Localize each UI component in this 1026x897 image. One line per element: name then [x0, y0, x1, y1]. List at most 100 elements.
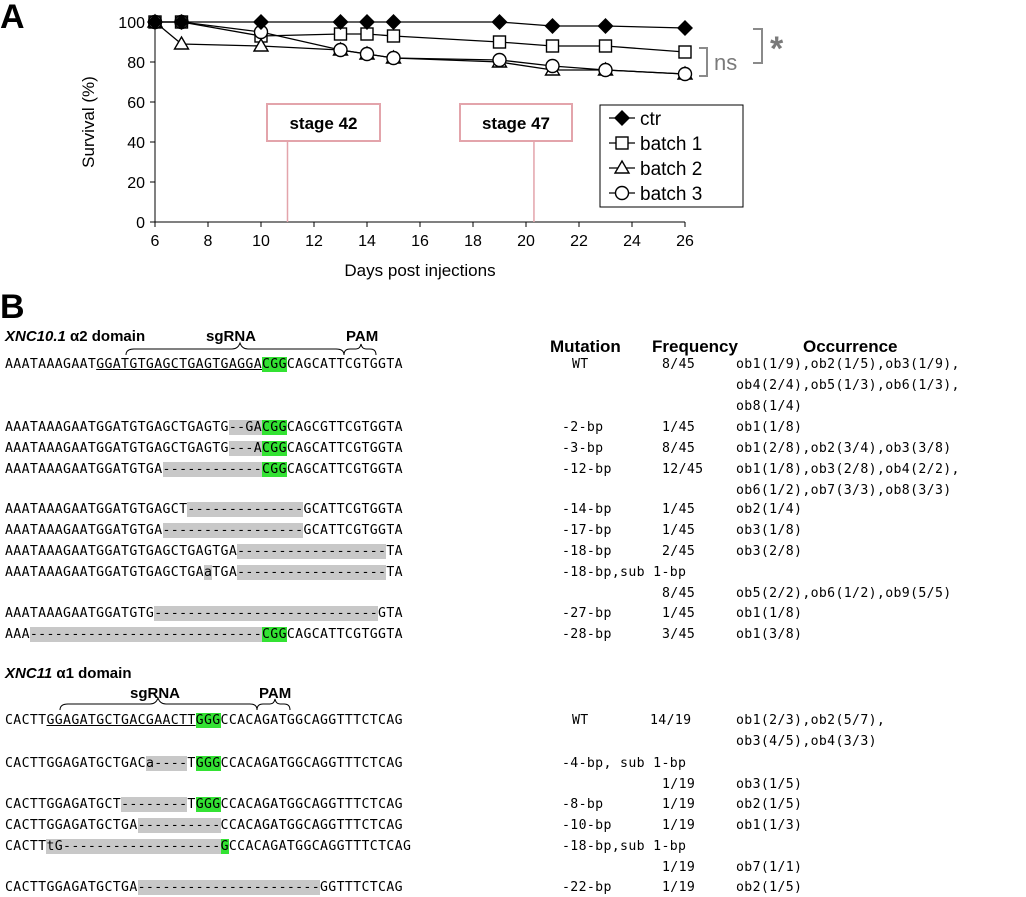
frequency-value: 1/19 — [662, 777, 696, 792]
deletion-segment: ----------------- — [162, 523, 304, 538]
sequence-segment: GCATTCGTGGTA — [303, 523, 403, 538]
series-ctr — [147, 14, 693, 36]
pam-segment: GGG — [195, 756, 221, 771]
sequence-segment: AAATAAAGAATGGATGTGAGCTGAGTG — [5, 441, 229, 456]
sequence-segment: CCACAGATGGCAGGTTTCTCAG — [220, 756, 403, 771]
aligned-sequence: AAATAAAGAATGGATGTGAGCTGAGTG--GACGGCAGCGT… — [5, 420, 403, 436]
pam-segment: GGG — [195, 797, 221, 812]
sequence-segment: CCACAGATGGCAGGTTTCTCAG — [220, 797, 403, 812]
xnc10-wt-occurrence: ob1(1/9),ob2(1/5),ob3(1/9), — [736, 357, 960, 372]
xnc10-wt-mutation: WT — [572, 357, 589, 372]
frequency-value: 1/45 — [662, 502, 696, 517]
occurrence-value: ob2(1/4) — [736, 502, 803, 517]
sequence-segment: CAGCGTTCGTGGTA — [286, 420, 403, 435]
mutation-value: -22-bp — [562, 880, 612, 895]
frequency-value: 1/45 — [662, 606, 696, 621]
xnc10-wt-frequency: 8/45 — [662, 357, 696, 372]
occurrence-value: ob2(1/5) — [736, 797, 803, 812]
occurrence-value: ob3(1/5) — [736, 777, 803, 792]
sequence-segment: AAATAAAGAATGGATGTGAGCTGA — [5, 565, 204, 580]
xnc10-sgrna-label: sgRNA — [206, 328, 257, 345]
pam-segment: CGG — [262, 441, 287, 456]
sequence-segment: CACTTGGAGATGCTGA — [5, 880, 138, 895]
mutation-value: -18-bp — [562, 544, 612, 559]
aligned-sequence: AAATAAAGAATGGATGTGAGCTGAaTGA------------… — [5, 565, 403, 581]
x-tick-label: 6 — [151, 233, 160, 250]
wt-seq-sgrna: GGAGATGCTGACGAACTT — [46, 713, 196, 728]
x-tick-label: 8 — [204, 233, 213, 250]
significance-star: * — [770, 30, 784, 68]
sequence-segment: T — [187, 756, 196, 771]
data-point-diamond — [332, 14, 349, 30]
data-point-diamond — [491, 14, 508, 30]
wt-seq-sgrna: GGATGTGAGCTGAGTGAGGA — [96, 357, 262, 372]
stage-label: stage 42 — [289, 114, 357, 133]
data-point-square — [615, 136, 629, 150]
mutation-value: -27-bp — [562, 606, 612, 621]
xnc11-wt-mutation: WT — [572, 713, 589, 728]
data-point-diamond — [253, 14, 269, 30]
x-tick-label: 10 — [252, 233, 270, 250]
mutation-value: -18-bp,sub 1-bp — [562, 839, 687, 854]
deletion-segment: ---------------------------- — [29, 627, 262, 642]
xnc10-title: XNC10.1 α2 domain — [5, 328, 145, 345]
occurrence-value: ob7(1/1) — [736, 860, 803, 875]
aligned-sequence: CACTTtG-------------------GCCACAGATGGCAG… — [5, 839, 411, 855]
mutation-value: -8-bp — [562, 797, 604, 812]
data-point-square — [678, 45, 692, 59]
occurrence-value: ob1(1/8) — [736, 420, 803, 435]
x-tick-label: 14 — [358, 233, 376, 250]
survival-chart: 6 8 10 12 14 16 18 20 22 24 26 0 20 40 60 80 100 Days pos… — [79, 13, 784, 280]
occurrence-value: ob1(1/8),ob3(2/8),ob4(2/2), — [736, 462, 960, 477]
stage-label: stage 47 — [482, 114, 550, 133]
pam-segment: CGG — [261, 627, 287, 642]
x-tick-label: 22 — [570, 233, 588, 250]
data-point-diamond — [173, 14, 190, 30]
sequence-segment: TGA — [212, 565, 238, 580]
mutation-value: -17-bp — [562, 523, 612, 538]
occurrence-value: ob1(1/8) — [736, 606, 803, 621]
series-line — [155, 21, 686, 53]
sequence-segment: AAATAAAGAATGGATGTGA — [5, 462, 163, 477]
aligned-sequence: CACTTGGAGATGCTGA----------------------GG… — [5, 880, 403, 896]
mutation-value: -10-bp — [562, 818, 612, 833]
sequence-segment: CACTTGGAGATGCT — [5, 797, 122, 812]
panel-b-letter: B — [0, 288, 25, 326]
aligned-sequence: CACTTGGAGATGCTGA----------CCACAGATGGCAGG… — [5, 818, 403, 834]
frequency-value: 1/19 — [662, 880, 696, 895]
xnc11-wt-occurrence-2: ob3(4/5),ob4(3/3) — [736, 734, 877, 749]
data-point-diamond — [147, 14, 163, 30]
deletion-segment: A — [253, 441, 262, 456]
occurrence-value: ob3(1/8) — [736, 523, 803, 538]
deletion-segment: ------------ — [162, 462, 262, 477]
frequency-value: 1/19 — [662, 797, 696, 812]
ns-bracket — [699, 47, 708, 77]
legend-label: batch 2 — [640, 159, 702, 180]
deletion-segment: -- — [228, 420, 246, 435]
data-point-diamond — [597, 18, 614, 34]
deletion-segment: ------------------ — [237, 544, 387, 559]
sequence-segment: CCACAGATGGCAGGTTTCTCAG — [228, 839, 412, 854]
legend-label: ctr — [640, 109, 662, 130]
aligned-sequence: AAATAAAGAATGGATGTGA------------CGGCAGCAT… — [5, 462, 403, 478]
xnc10-wt-sequence: AAATAAAGAATGGATGTGAGCTGAGTGAGGACGGCAGCAT… — [5, 357, 403, 373]
series-line — [155, 21, 686, 29]
y-tick-label: 0 — [136, 215, 145, 232]
xnc10-wt-occurrence-2: ob4(2/4),ob5(1/3),ob6(1/3), — [736, 378, 960, 393]
frequency-value: 1/45 — [662, 523, 696, 538]
occurrence-value: ob1(2/8),ob2(3/4),ob3(3/8) — [736, 441, 952, 456]
wt-seq-post: CCACAGATGGCAGGTTTCTCAG — [220, 713, 403, 728]
occurrence-header: Occurrence — [803, 337, 898, 356]
x-tick-label: 20 — [517, 233, 535, 250]
deletion-segment: -------------- — [187, 502, 304, 517]
frequency-value: 1/19 — [662, 818, 696, 833]
sequence-segment: AAATAAAGAATGGATGTG — [5, 606, 155, 621]
data-point-square — [545, 39, 560, 53]
y-tick-label: 100 — [118, 15, 145, 32]
y-tick-label: 80 — [127, 55, 145, 72]
legend-label: batch 3 — [640, 184, 702, 205]
frequency-value: 2/45 — [662, 544, 696, 559]
data-point-circle — [333, 42, 348, 58]
legend: ctr batch 1 batch 2 batch 3 — [599, 104, 744, 208]
sequence-segment: TA — [386, 565, 403, 580]
